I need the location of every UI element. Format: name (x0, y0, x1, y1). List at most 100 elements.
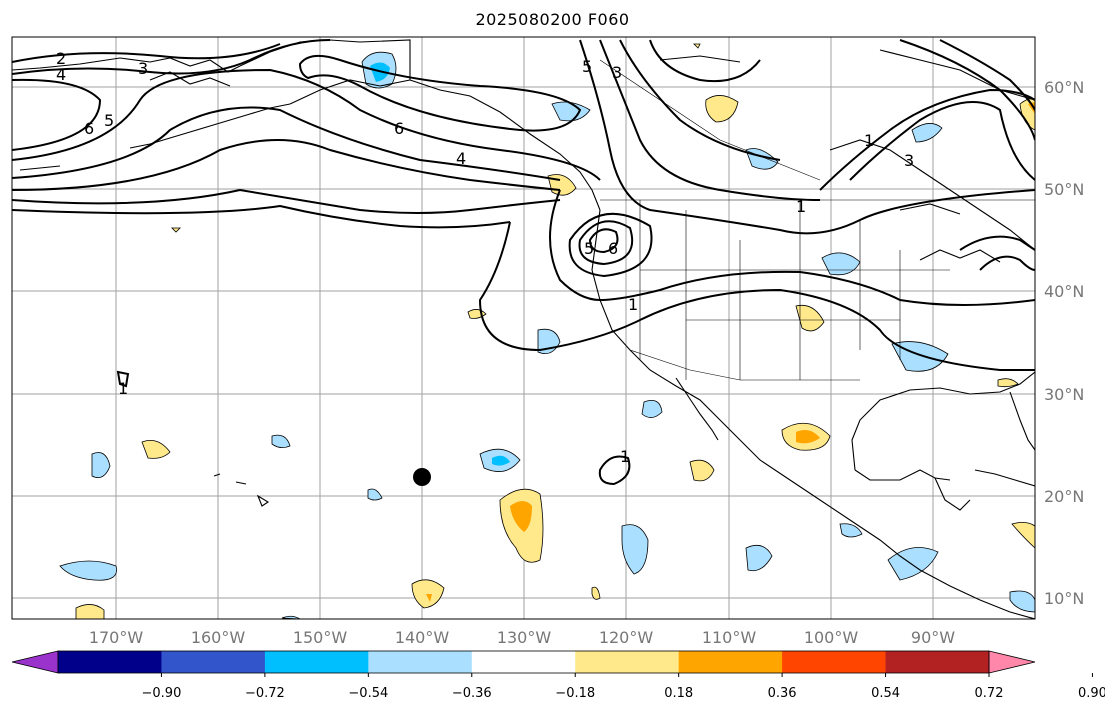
patch-yellow-7 (997, 378, 1019, 388)
contour-mex-1 (598, 455, 631, 486)
contour-hi-1 (116, 370, 130, 388)
latitude-label: 60°N (1044, 78, 1084, 97)
colorbar-segment (782, 651, 887, 673)
patch-yellow-10 (689, 459, 715, 482)
contour-label: 1 (864, 131, 874, 150)
contour-label: 1 (118, 379, 128, 398)
colorbar-segment (264, 651, 369, 673)
latitude-label: 50°N (1044, 180, 1084, 199)
contour-label: 4 (56, 65, 66, 84)
colorbar-tick-label: −0.36 (452, 686, 492, 701)
colorbar: −0.90 −0.72 −0.54 −0.36 −0.18 0.18 0.36 0.54 0.7… (11, 650, 1105, 701)
contour-west-c (12, 139, 561, 191)
contour-label: 3 (138, 59, 148, 78)
colorbar-tick-label: −0.18 (555, 686, 595, 701)
contour-north-a (579, 39, 1035, 235)
latitude-label: 20°N (1044, 487, 1084, 506)
patch-yellow-16 (693, 43, 701, 49)
contour-label: 2 (56, 49, 66, 68)
colorbar-tick-label: 0.54 (871, 686, 900, 701)
colorbar-tick-label: 0.90 (1078, 686, 1105, 701)
contour-label: 3 (904, 151, 914, 170)
longitude-label: 130°W (497, 628, 552, 647)
patch-blue-13 (745, 544, 773, 572)
patch-orange-3 (1028, 102, 1035, 114)
patch-orange-12 (426, 594, 432, 602)
patch-blue-7 (641, 399, 663, 418)
location-marker (413, 468, 431, 486)
contour-label: 5 (582, 57, 592, 76)
longitude-label: 120°W (599, 628, 654, 647)
patch-blue-17 (1009, 590, 1035, 613)
contour-label: 5 (584, 239, 594, 258)
colorbar-segment (575, 651, 680, 673)
colorbar-tick-label: −0.90 (142, 686, 182, 701)
contour-low-1 (588, 228, 619, 254)
colorbar-segment (58, 651, 162, 673)
patch-blue-3 (911, 123, 943, 143)
colorbar-segment (678, 651, 783, 673)
contour-pacnw-b (478, 221, 1035, 371)
contour-label: 1 (620, 447, 630, 466)
contour-2 (12, 43, 281, 63)
contour-label: 6 (608, 239, 618, 258)
contour-4 (12, 39, 331, 75)
colorbar-frame (57, 650, 990, 674)
patch-yellow-13 (591, 586, 601, 600)
contour-west-e (12, 204, 511, 229)
contour-label: 1 (796, 197, 806, 216)
map-frame (11, 36, 1036, 620)
contour-label: 6 (394, 119, 404, 138)
contours (12, 39, 1035, 486)
patch-yellow-12 (411, 579, 445, 609)
contour-west-b (12, 106, 561, 181)
longitude-labels: 170°W 160°W 150°W 140°W 130°W 120°W 110°W 100°W… (89, 628, 955, 647)
longitude-label: 170°W (89, 628, 144, 647)
contour-west-a (12, 68, 601, 181)
contour-6-west (12, 78, 102, 151)
latitude-label: 10°N (1044, 589, 1084, 608)
colorbar-segment (161, 651, 266, 673)
patch-yellow-9 (141, 439, 171, 459)
contour-low-2 (578, 220, 634, 266)
contour-gl2 (979, 255, 1035, 271)
contour-east-3 (849, 101, 1035, 181)
patch-blue-14 (839, 523, 863, 538)
contour-label: 1 (628, 295, 638, 314)
colorbar-segment (885, 651, 990, 673)
colorbar-extend-low (11, 650, 59, 674)
contour-north-c (619, 39, 781, 161)
contour-label: 4 (456, 149, 466, 168)
colorbar-segment (368, 651, 473, 673)
colorbar-tick-label: 0.72 (975, 686, 1004, 701)
patch-blue-1 (551, 101, 591, 122)
contour-label: 6 (84, 119, 94, 138)
contour-north-d (649, 39, 761, 83)
patch-cyan-10 (492, 455, 510, 466)
contour-west-d (12, 188, 561, 214)
map-title: 2025080200 F060 (475, 10, 630, 29)
patch-blue-15 (59, 560, 117, 581)
contour-east-top (899, 39, 1035, 141)
longitude-label: 160°W (191, 628, 246, 647)
colorbar-tick-label: 0.36 (768, 686, 797, 701)
patch-yellow-15 (1011, 522, 1035, 549)
contour-east-top2 (939, 39, 1035, 111)
patch-orange-11 (510, 501, 532, 532)
colorbar-tick-label: 0.18 (664, 686, 693, 701)
patch-blue-16 (887, 547, 939, 581)
contour-east-1 (819, 88, 1035, 191)
latitude-labels: 60°N 50°N 40°N 30°N 20°N 10°N (1044, 78, 1084, 608)
patch-orange-8 (796, 430, 820, 444)
contour-label: 3 (612, 63, 622, 82)
longitude-label: 110°W (702, 628, 757, 647)
colorbar-extend-high (988, 650, 1036, 674)
longitude-label: 140°W (395, 628, 450, 647)
contour-north-b (599, 39, 821, 201)
latitude-label: 40°N (1044, 282, 1084, 301)
colorbar-tick-label: −0.54 (348, 686, 388, 701)
contour-label: 5 (104, 111, 114, 130)
contour-gl (959, 235, 1035, 251)
contour-pacnw-a (549, 189, 1035, 306)
